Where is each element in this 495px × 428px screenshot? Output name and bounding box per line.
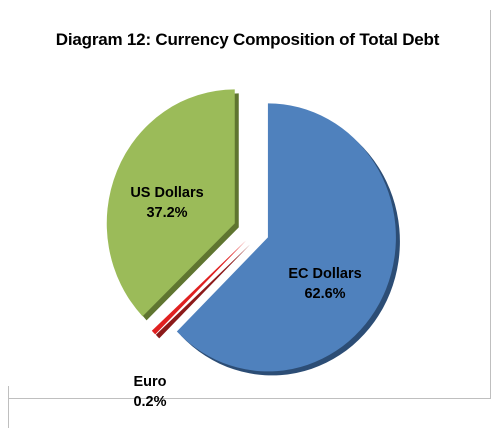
- slice-label-name: Euro: [133, 374, 166, 390]
- pie-slice-euro: [151, 240, 247, 335]
- pie-slice-ec-dollars: [176, 103, 396, 372]
- slice-label-percent: 0.2%: [133, 394, 166, 410]
- slice-label-name: EC Dollars: [288, 266, 361, 282]
- slice-label-percent: 37.2%: [146, 205, 187, 221]
- frame-border-right: [490, 10, 491, 398]
- slice-label-name: US Dollars: [130, 185, 203, 201]
- pie-slice-us-dollars: [106, 89, 235, 317]
- pie-slice-shadow-euro: [155, 244, 251, 339]
- chart-title: Diagram 12: Currency Composition of Tota…: [55, 30, 440, 49]
- slice-label-percent: 62.6%: [304, 286, 345, 302]
- frame-border-left: [8, 386, 9, 428]
- frame-border-bottom: [8, 398, 491, 399]
